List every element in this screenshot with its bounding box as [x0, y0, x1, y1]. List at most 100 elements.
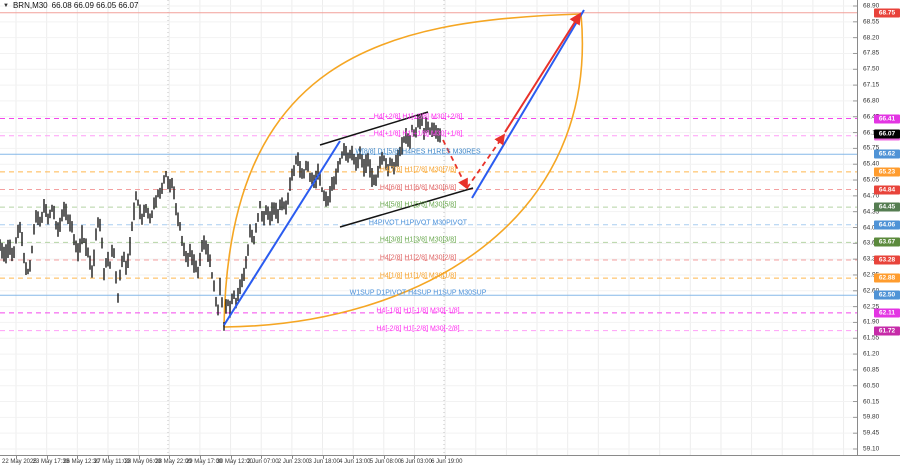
price-tick-label: 67.50 — [863, 65, 880, 73]
bid-price-badge: 66.07 — [874, 129, 900, 139]
level-label-63.67: H4[3/8] H1[3/8] M30[3/8] — [379, 236, 457, 244]
ellipse-lower-arc[interactable] — [223, 13, 584, 328]
time-tick-mark — [383, 456, 385, 459]
time-tick-mark — [445, 456, 447, 459]
price-badge-64.45: 64.45 — [874, 202, 900, 212]
price-badge-63.28: 63.28 — [874, 255, 900, 265]
time-tick-label: 2 Jun 23:00 — [277, 459, 310, 465]
price-tick-label: 62.25 — [863, 303, 880, 311]
price-tick-label: 65.75 — [863, 144, 880, 152]
time-tick-mark — [414, 456, 416, 459]
price-tick-label: 65.05 — [863, 176, 880, 184]
time-tick-label: 29 May 17:00 — [185, 459, 223, 465]
arrow-red-solid-up[interactable] — [504, 12, 582, 133]
level-label-62.88: H4[1/8] H1[1/8] M30[1/8] — [379, 272, 457, 280]
price-tick-label: 61.90 — [863, 318, 880, 326]
trendline-black-lower[interactable] — [339, 187, 474, 228]
time-tick-label: 26 May 12:30 — [63, 459, 100, 465]
chart-plot-area[interactable]: H4[+2/8] H1[+2/8] M30[+2/8] H4[+1/8] H1[+… — [0, 0, 857, 455]
price-badge-66.41: 66.41 — [874, 114, 900, 124]
time-tick-mark — [322, 456, 324, 459]
price-tick-label: 59.45 — [863, 429, 880, 437]
symbol-timeframe-label: BRN,M30 — [12, 1, 48, 10]
time-tick-label: 27 May 11:00 — [93, 459, 130, 465]
quote-ohlc-label: 66.08 66.09 66.05 66.07 — [51, 1, 139, 10]
symbol-dropdown-icon[interactable]: ▼ — [3, 2, 9, 9]
price-tick-label: 60.50 — [863, 382, 880, 390]
trendline-black-lower[interactable] — [339, 187, 474, 228]
time-tick-mark — [138, 456, 140, 459]
price-tick-label: 64.35 — [863, 208, 880, 216]
time-tick-mark — [169, 456, 171, 459]
time-tick-label: 22 May 2025 — [2, 459, 37, 465]
price-tick-label: 68.90 — [863, 2, 880, 10]
time-tick-mark — [16, 456, 17, 459]
time-tick-label: 4 Jun 13:00 — [339, 459, 371, 465]
trendline-black-upper[interactable] — [319, 111, 429, 146]
price-badge-65.62: 65.62 — [874, 149, 900, 159]
price-tick-label: 61.20 — [863, 350, 880, 358]
price-tick-label: 63.65 — [863, 239, 880, 247]
level-lines[interactable] — [0, 12, 857, 332]
ellipse-upper-arc[interactable] — [223, 13, 582, 328]
trendline-blue-right[interactable] — [471, 9, 585, 199]
level-label-65.62: W[8/8] D1[5/8] H4RES H1RES M30RES — [355, 148, 481, 156]
trendline-blue-left[interactable] — [223, 140, 341, 326]
price-tick-label: 66.45 — [863, 113, 880, 121]
time-tick-mark — [261, 456, 263, 459]
price-tick-label: 60.15 — [863, 398, 880, 406]
time-tick-label: 28 May 06:00 — [124, 459, 161, 465]
time-tick-mark — [230, 456, 232, 459]
level-label-66.41: H4[+2/8] H1[+2/8] M30[+2/8] — [373, 113, 463, 121]
time-tick-label: 5 Jun 08:00 — [369, 459, 402, 465]
trendline-blue-right[interactable] — [471, 9, 585, 199]
level-label-63.28: H4[2/8] H1[2/8] M30[2/8] — [379, 254, 457, 262]
level-label-65.23: H4[7/8] H1[7/8] M30[7/8] — [379, 166, 457, 174]
price-badge-63.67: 63.67 — [874, 237, 900, 247]
time-tick-label: 6 Jun 19:00 — [431, 459, 463, 465]
price-tick-label: 64.00 — [863, 224, 880, 231]
price-bars — [0, 113, 441, 331]
price-tick-label: 64.70 — [863, 192, 880, 200]
price-tick-label: 66.10 — [863, 129, 880, 137]
arrow-red-dashed-up[interactable] — [466, 133, 506, 189]
price-tick-label: 67.15 — [863, 81, 880, 89]
price-tick-label: 61.55 — [863, 334, 880, 342]
time-tick-label: 23 May 17:30 — [32, 459, 69, 465]
arrow-red-solid-up[interactable] — [504, 12, 582, 133]
level-label-66.03: H4[+1/8] H1[+1/8] M30[+1/8] — [373, 130, 463, 138]
price-axis[interactable]: 68.90 68.55 68.20 67.85 67.50 67.15 66.80 66.45… — [857, 0, 900, 455]
price-tick-label: 60.85 — [863, 366, 880, 374]
time-tick-mark — [353, 456, 355, 459]
ellipse-arcs[interactable] — [223, 13, 584, 328]
price-tick-label: 65.40 — [863, 160, 880, 168]
trendline-blue-left[interactable] — [223, 140, 341, 326]
price-badge-65.23: 65.23 — [874, 167, 900, 177]
level-label-64.84: H4[6/8] H1[6/8] M30[6/8] — [379, 184, 457, 192]
price-tick-label: 68.55 — [863, 18, 880, 26]
level-label-64.06: H4PIVOT H1PIVOT M30PIVOT — [368, 219, 468, 227]
level-label-62.11: H4[-1/8] H1[-1/8] M30[-1/8] — [376, 307, 460, 315]
chart-quote-header: ▼ BRN,M30 66.08 66.09 66.05 66.07 — [3, 1, 138, 10]
chart-canvas — [0, 0, 857, 455]
trendline-black-upper[interactable] — [319, 111, 429, 146]
level-label-64.45: H4[5/8] H1[5/8] M30[5/8] — [379, 201, 457, 209]
arrow-red-dashed-up[interactable] — [466, 133, 506, 189]
price-tick-label: 62.95 — [863, 271, 880, 279]
price-badge-64.06: 64.06 — [874, 220, 900, 230]
price-badge-62.88: 62.88 — [874, 273, 900, 283]
price-badge-62.11: 62.11 — [874, 308, 900, 318]
price-badge-61.72: 61.72 — [874, 326, 900, 336]
level-label-61.72: H4[-2/8] H1[-2/8] M30[-2/8] — [376, 325, 460, 333]
price-tick-label: 59.10 — [863, 445, 880, 453]
time-tick-mark — [291, 456, 293, 459]
price-tick-label: 63.30 — [863, 255, 880, 263]
time-tick-mark — [77, 456, 79, 459]
time-tick-mark — [46, 456, 48, 459]
time-tick-label: 6 Jun 03:00 — [400, 459, 432, 465]
time-axis[interactable]: 22 May 2025 23 May 17:30 26 May 12:30 27 Ma… — [0, 455, 900, 468]
time-tick-mark — [107, 456, 109, 459]
price-tick-label: 68.20 — [863, 34, 880, 42]
price-tick-label: 66.80 — [863, 97, 880, 105]
